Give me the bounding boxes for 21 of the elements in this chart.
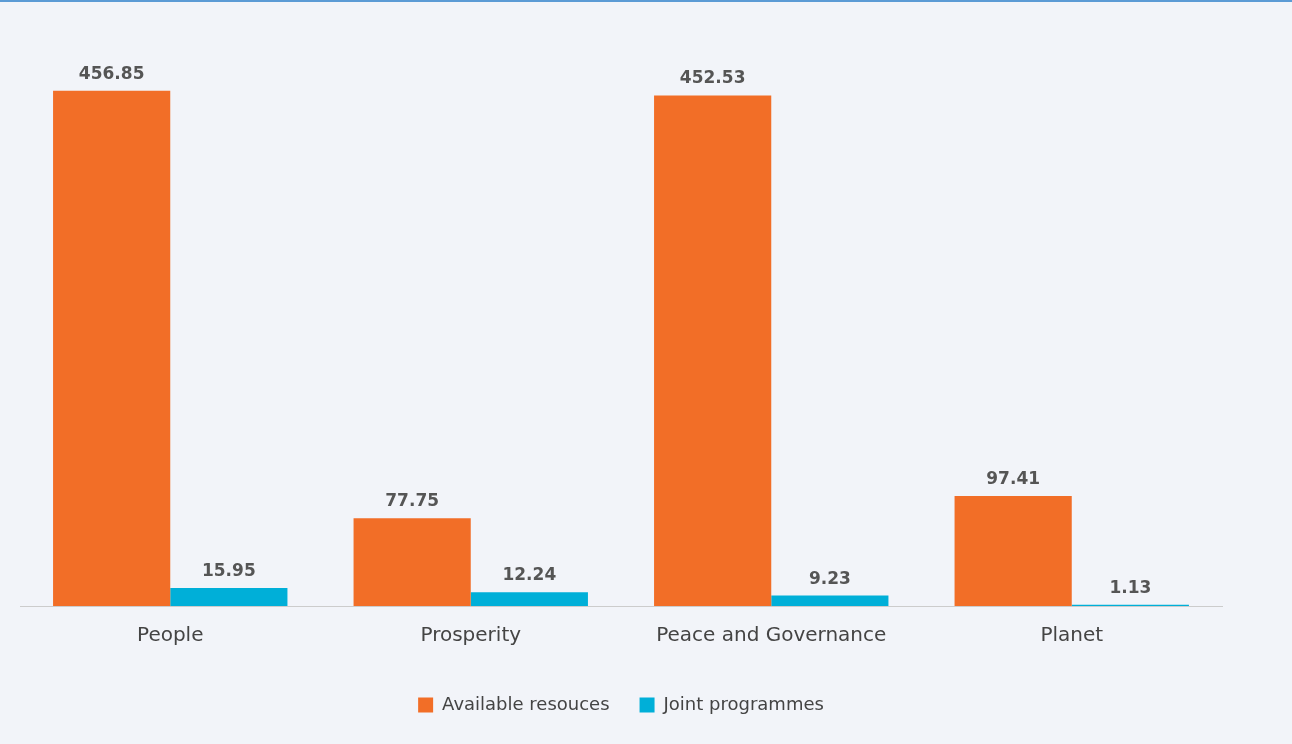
data-label: 12.24 — [502, 564, 557, 585]
data-label: 97.41 — [986, 468, 1041, 489]
bar — [654, 95, 772, 606]
bar — [771, 595, 889, 606]
bar — [170, 588, 288, 606]
data-label: 452.53 — [679, 67, 746, 88]
data-label: 77.75 — [385, 490, 440, 511]
bar — [53, 90, 171, 606]
legend-label: Joint programmes — [662, 692, 824, 714]
x-tick-label: Prosperity — [420, 622, 522, 647]
data-label: 9.23 — [808, 567, 851, 588]
bar — [353, 518, 471, 606]
bar — [954, 496, 1072, 606]
data-label: 456.85 — [78, 62, 145, 83]
x-tick-label: Planet — [1040, 622, 1104, 647]
legend-label: Available resouces — [442, 692, 610, 714]
x-tick-label: Peace and Governance — [656, 622, 887, 647]
x-tick-label: People — [137, 622, 204, 647]
data-label: 1.13 — [1109, 576, 1152, 597]
bar — [470, 592, 588, 606]
data-label: 15.95 — [201, 559, 256, 580]
